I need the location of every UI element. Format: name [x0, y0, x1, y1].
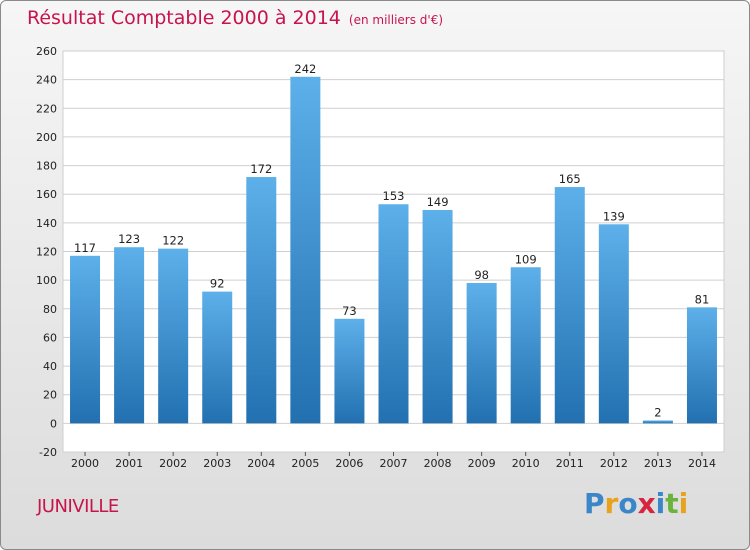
y-tick-label: 100 — [36, 274, 57, 287]
logo-letter: o — [618, 487, 638, 520]
y-tick-label: 40 — [43, 360, 57, 373]
bar-value-label: 81 — [695, 292, 710, 306]
logo-letter: P — [584, 487, 605, 520]
x-tick-label: 2008 — [424, 457, 452, 470]
logo-letter: r — [604, 487, 619, 520]
bar-value-label: 153 — [383, 189, 405, 203]
bar-value-label: 73 — [342, 304, 357, 318]
y-tick-label: 140 — [36, 217, 57, 230]
x-tick-label: 2007 — [380, 457, 408, 470]
y-tick-label: 0 — [50, 417, 57, 430]
y-tick-label: 220 — [36, 102, 57, 115]
x-tick-label: 2012 — [600, 457, 628, 470]
y-tick-label: -20 — [39, 446, 57, 459]
bar-value-label: 109 — [515, 252, 537, 266]
x-tick-label: 2005 — [291, 457, 319, 470]
bar — [246, 177, 277, 424]
bar — [554, 187, 585, 424]
bar — [510, 267, 541, 424]
bar — [114, 247, 145, 424]
x-tick-label: 2013 — [644, 457, 672, 470]
logo-letter: i — [678, 487, 689, 520]
bar — [158, 248, 189, 424]
bar-value-label: 242 — [294, 62, 316, 76]
x-tick-label: 2009 — [468, 457, 496, 470]
x-axis: 2000 2001 2002 2003 2004 2005 2006 2007 2008 2009… — [71, 452, 716, 470]
bar-value-label: 123 — [118, 232, 140, 246]
bar — [686, 307, 717, 424]
y-tick-label: 60 — [43, 331, 57, 344]
logo-letter: i — [655, 487, 666, 520]
bar — [70, 255, 101, 424]
chart-title-block: Résultat Comptable 2000 à 2014 (en millie… — [27, 7, 443, 29]
bar — [642, 420, 673, 424]
logo-letter: x — [637, 487, 656, 520]
bar — [290, 76, 321, 424]
x-tick-label: 2001 — [115, 457, 143, 470]
data-labels: 117 123 122 92 172 242 73 153 149 98 109 165 139 2 81 — [74, 62, 709, 420]
y-tick-label: 20 — [43, 389, 57, 402]
x-tick-label: 2010 — [512, 457, 540, 470]
x-tick-label: 2000 — [71, 457, 99, 470]
x-tick-label: 2006 — [335, 457, 363, 470]
y-tick-label: 120 — [36, 246, 57, 259]
x-tick-label: 2004 — [247, 457, 275, 470]
bar — [378, 204, 409, 424]
bar-value-label: 149 — [427, 195, 449, 209]
bar — [466, 283, 497, 424]
y-tick-label: 200 — [36, 131, 57, 144]
bar-value-label: 98 — [474, 268, 489, 282]
bar — [334, 318, 365, 424]
y-tick-label: 260 — [36, 45, 57, 58]
chart-title: Résultat Comptable 2000 à 2014 — [27, 7, 341, 29]
bar-value-label: 122 — [162, 234, 184, 248]
y-tick-label: 240 — [36, 74, 57, 87]
y-tick-label: 80 — [43, 303, 57, 316]
commune-name: JUNIVILLE — [37, 496, 119, 517]
bar-value-label: 117 — [74, 241, 96, 255]
x-tick-label: 2002 — [159, 457, 187, 470]
bar-value-label: 139 — [603, 209, 625, 223]
proxiti-logo: Proxiti — [584, 487, 688, 520]
bar-value-label: 92 — [210, 277, 225, 291]
x-tick-label: 2011 — [556, 457, 584, 470]
bar-value-label: 165 — [559, 172, 581, 186]
bar-value-label: 172 — [250, 162, 272, 176]
logo-letter: t — [665, 487, 679, 520]
bars — [70, 76, 717, 424]
bar — [598, 224, 629, 424]
x-tick-label: 2003 — [203, 457, 231, 470]
y-tick-label: 180 — [36, 160, 57, 173]
bar — [422, 209, 453, 424]
bar — [202, 291, 233, 424]
y-axis: -20 0 20 40 60 80 100 120 140 160 180 200 220 240 260 — [36, 45, 57, 459]
y-tick-label: 160 — [36, 188, 57, 201]
x-tick-label: 2014 — [688, 457, 716, 470]
bar-value-label: 2 — [654, 405, 661, 419]
unit-note: (en milliers d'€) — [348, 13, 444, 27]
